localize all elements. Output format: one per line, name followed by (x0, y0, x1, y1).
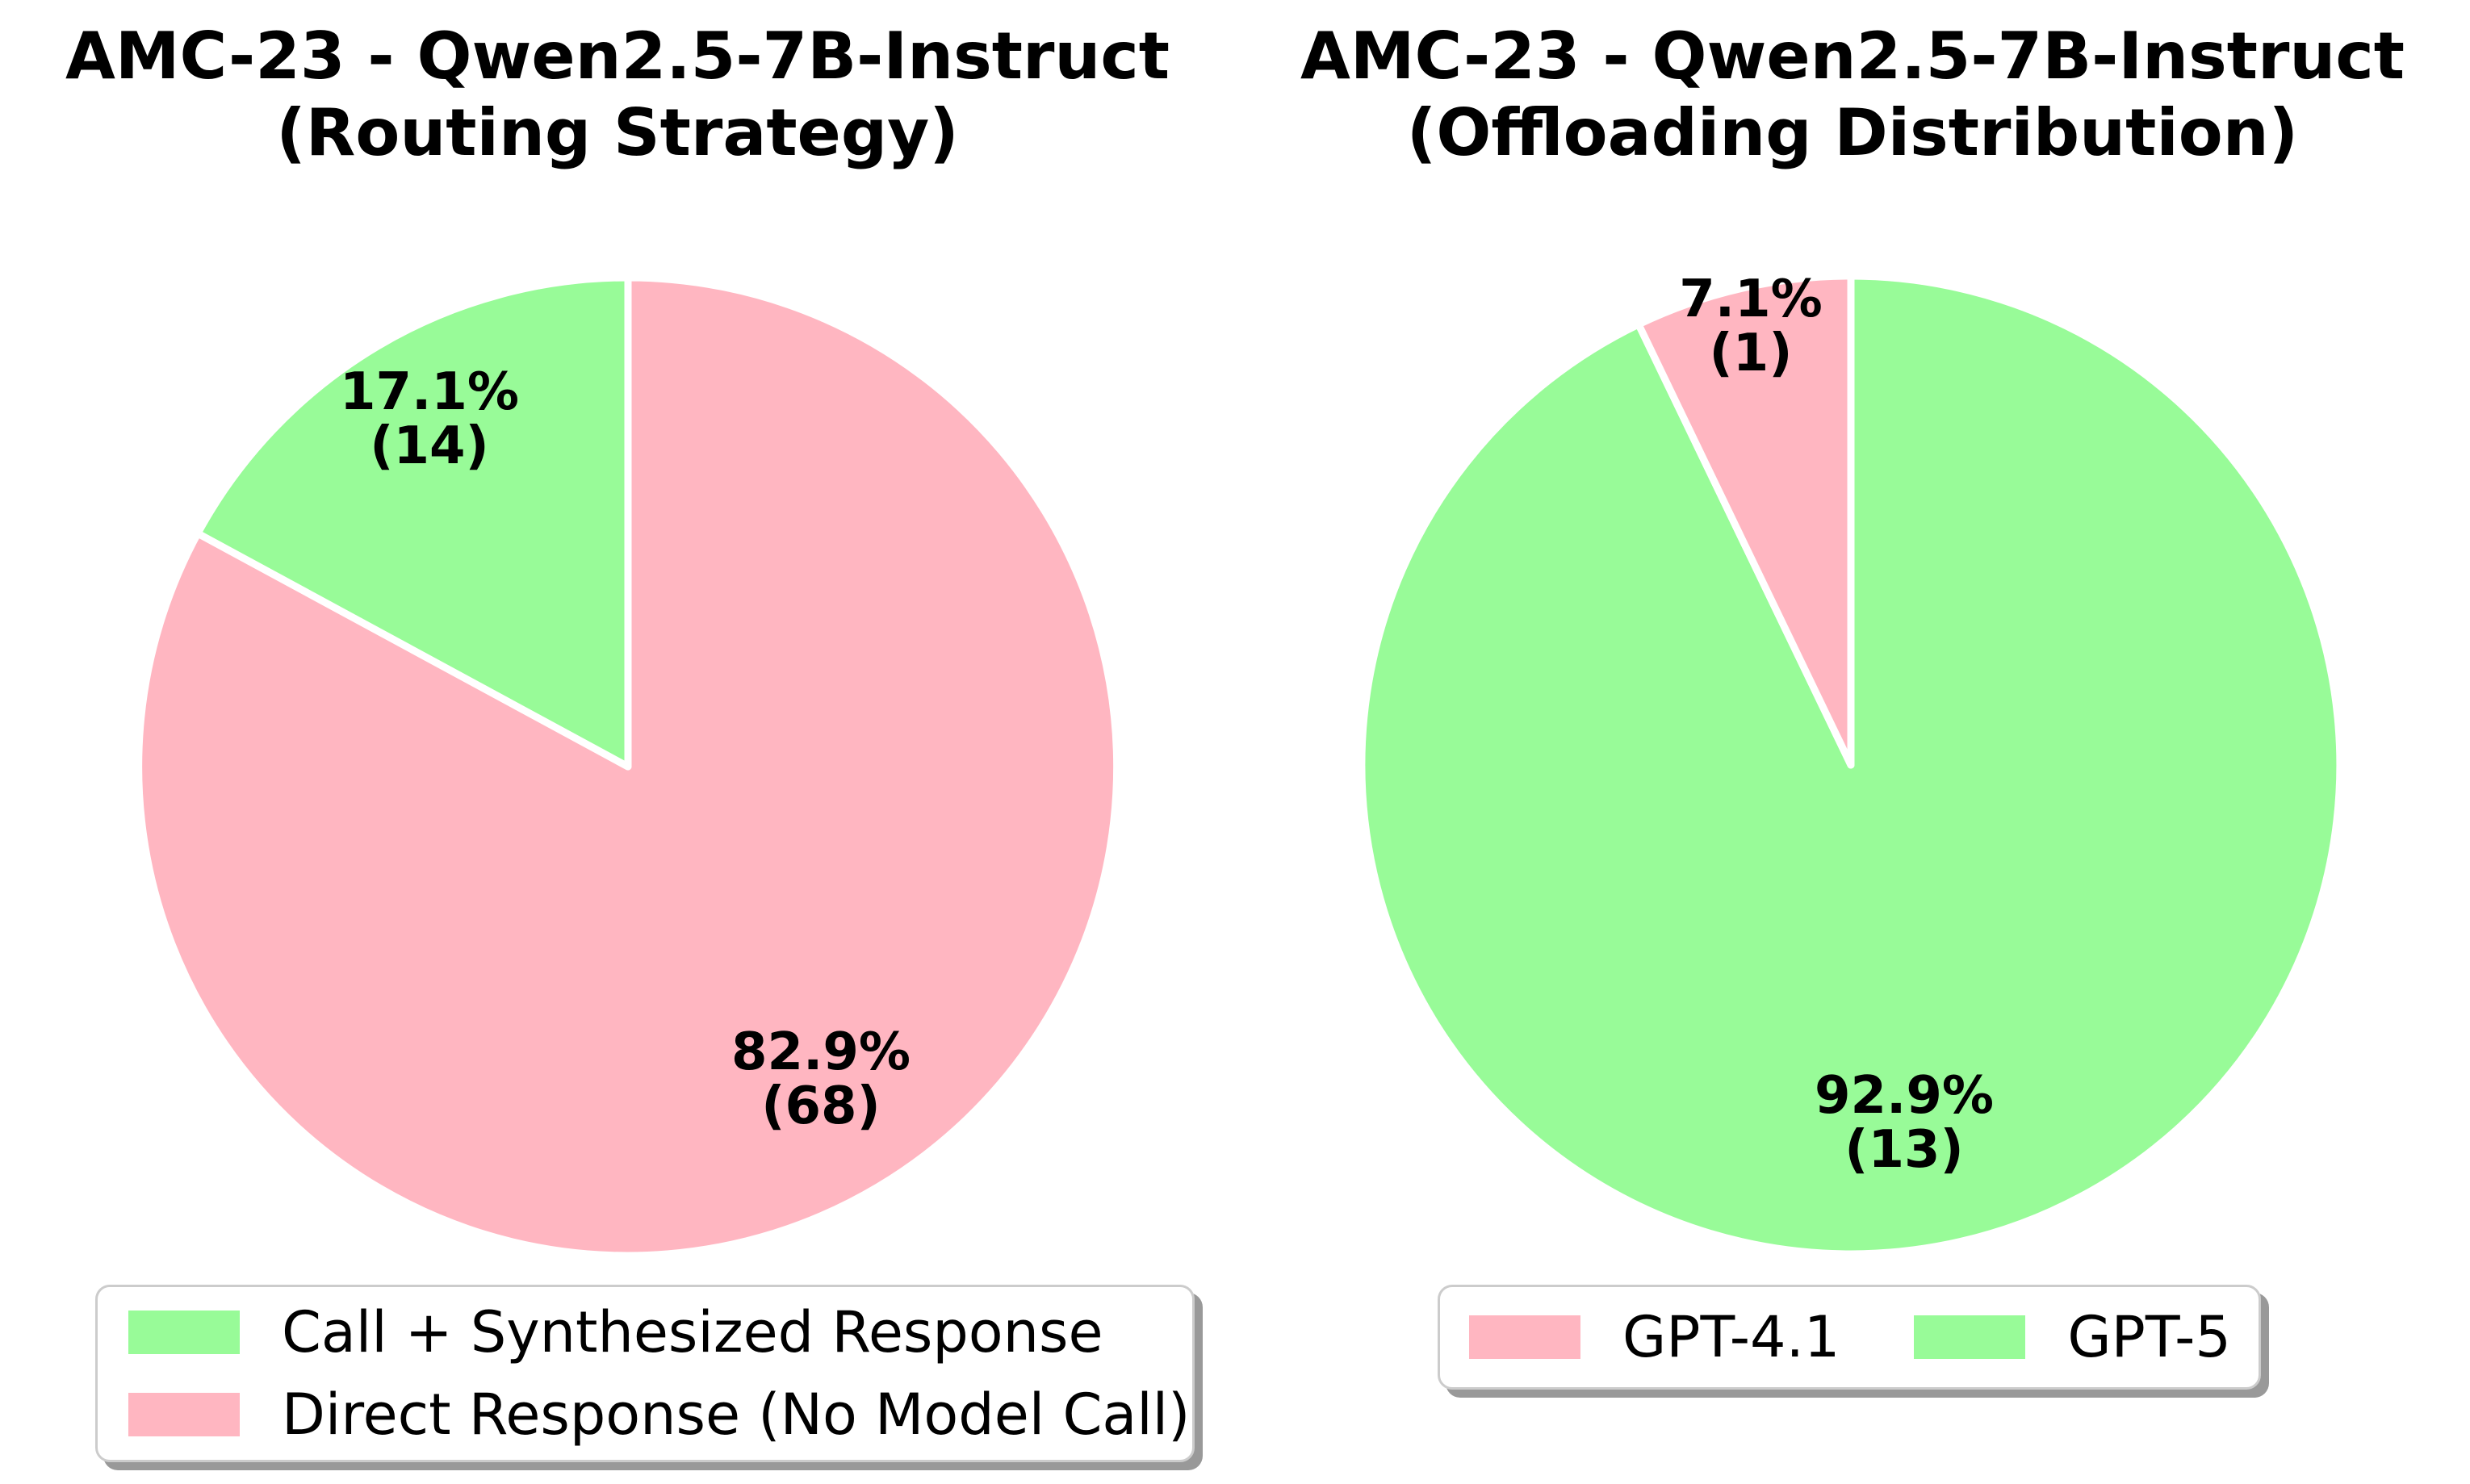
right-pink-slice-label: 7.1% (1) (1679, 273, 1823, 381)
right-chart-legend: GPT-4.1 GPT-5 (1438, 1285, 2261, 1390)
legend-item-direct-response: Direct Response (No Model Call) (128, 1385, 1190, 1444)
left-pink-slice-label: 82.9% (68) (731, 1026, 911, 1134)
left-green-slice-pct: 17.1% (339, 362, 520, 422)
left-green-slice-label: 17.1% (14) (340, 366, 519, 474)
left-green-slice-count: (14) (370, 416, 489, 476)
legend-item-call-synthesized: Call + Synthesized Response (128, 1302, 1162, 1362)
legend-item-gpt41: GPT-4.1 (1469, 1307, 1840, 1367)
legend-label: Direct Response (No Model Call) (282, 1382, 1191, 1448)
left-pink-slice-pct: 82.9% (731, 1022, 911, 1082)
pink-swatch (128, 1393, 240, 1436)
left-chart-title-line2: (Routing Strategy) (276, 95, 959, 170)
left-chart-title-line1: AMC-23 - Qwen2.5-7B-Instruct (65, 19, 1170, 94)
legend-item-gpt5: GPT-5 (1914, 1307, 2231, 1367)
right-green-slice-pct: 92.9% (1814, 1066, 1995, 1126)
left-pink-slice-count: (68) (761, 1076, 881, 1136)
right-pink-slice-pct: 7.1% (1679, 270, 1823, 329)
pink-swatch (1469, 1315, 1580, 1359)
right-green-slice-count: (13) (1844, 1120, 1964, 1180)
legend-label: GPT-4.1 (1622, 1304, 1840, 1370)
green-swatch (128, 1311, 240, 1354)
right-chart-title-line1: AMC-23 - Qwen2.5-7B-Instruct (1300, 19, 2405, 94)
green-swatch (1914, 1315, 2026, 1359)
right-green-slice-label: 92.9% (13) (1815, 1069, 1994, 1177)
left-pie-slice-call-synthesized (194, 274, 632, 771)
legend-label: Call + Synthesized Response (282, 1299, 1103, 1365)
legend-label: GPT-5 (2067, 1304, 2231, 1370)
left-chart-legend: Call + Synthesized Response Direct Respo… (95, 1285, 1195, 1462)
right-chart-title-line2: (Offloading Distribution) (1406, 95, 2299, 170)
right-pink-slice-count: (1) (1709, 324, 1793, 383)
right-pie-slice-gpt41 (1635, 272, 1855, 769)
left-chart-title: AMC-23 - Qwen2.5-7B-Instruct (Routing St… (0, 18, 1235, 171)
right-chart-title: AMC-23 - Qwen2.5-7B-Instruct (Offloading… (1235, 18, 2470, 171)
